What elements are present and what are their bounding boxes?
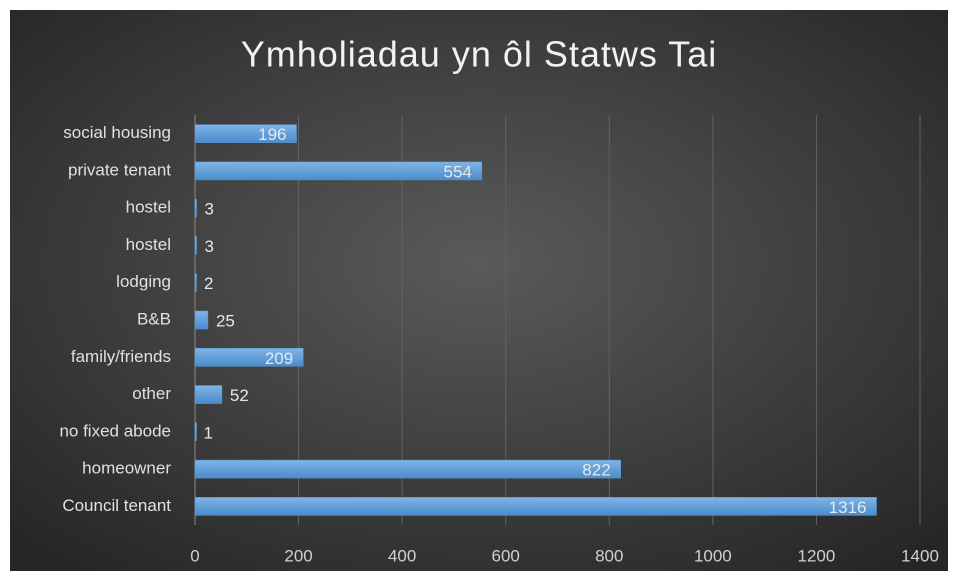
bar [194, 422, 197, 442]
bar [194, 310, 209, 330]
data-label: 52 [230, 386, 249, 405]
y-tick-label: social housing [63, 123, 171, 142]
y-tick-label: private tenant [68, 160, 171, 179]
bar [194, 497, 877, 516]
data-label: 2 [204, 274, 213, 293]
bar [194, 385, 223, 404]
x-tick-label: 1000 [694, 546, 732, 565]
data-label: 554 [444, 162, 472, 181]
data-label: 1316 [829, 498, 867, 517]
y-tick-label: Council tenant [62, 496, 171, 515]
y-tick-label: hostel [126, 198, 171, 217]
bar [194, 236, 197, 255]
x-tick-label: 1400 [901, 546, 939, 565]
x-tick-label: 600 [492, 546, 520, 565]
x-tick-label: 0 [190, 546, 199, 565]
bar [194, 161, 483, 181]
x-tick-label: 800 [595, 546, 623, 565]
y-tick-label: lodging [116, 272, 171, 291]
data-label: 822 [582, 461, 610, 480]
y-tick-label: family/friends [71, 347, 171, 366]
bar [194, 273, 197, 292]
bar [194, 348, 304, 367]
y-tick-label: hostel [126, 235, 171, 254]
bar [194, 198, 197, 218]
bar [194, 124, 297, 143]
data-label: 196 [258, 125, 286, 144]
data-label: 25 [216, 311, 235, 330]
y-tick-label: no fixed abode [59, 421, 171, 440]
data-label: 1 [204, 423, 213, 442]
x-tick-label: 200 [284, 546, 312, 565]
data-label: 3 [205, 200, 214, 219]
data-label: 3 [205, 237, 214, 256]
data-label: 209 [265, 349, 293, 368]
y-tick-label: other [132, 384, 171, 403]
y-tick-label: B&B [137, 309, 171, 328]
x-tick-label: 1200 [798, 546, 836, 565]
y-tick-label: homeowner [82, 459, 171, 478]
x-tick-label: 400 [388, 546, 416, 565]
bar [194, 459, 621, 479]
chart-title: Ymholiadau yn ôl Statws Tai [241, 34, 718, 75]
